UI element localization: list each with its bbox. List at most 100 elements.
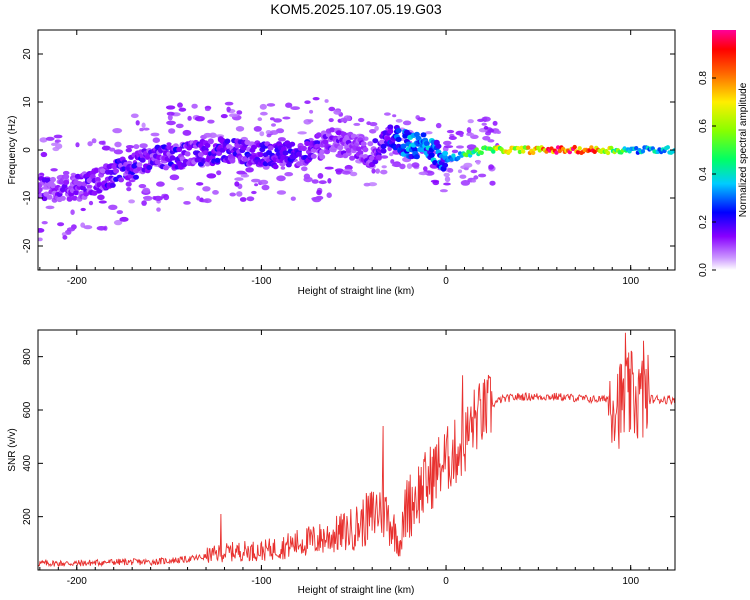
spectrogram-cell: [166, 142, 172, 146]
spectrogram-cell: [175, 123, 184, 129]
spectrogram-cell: [167, 114, 173, 121]
spectrogram-cell: [418, 171, 429, 176]
spectrogram-cell: [304, 100, 311, 104]
snr-frame: [37, 329, 676, 571]
spectrogram-cell: [324, 99, 329, 103]
spectrogram-cell: [166, 111, 175, 116]
spectrogram-cell: [387, 146, 393, 152]
spectrogram-cell: [449, 157, 454, 162]
spectrogram-cell: [464, 152, 469, 158]
spectrogram-cell: [420, 132, 427, 138]
spectrogram-cell: [276, 175, 286, 182]
spectrogram-cell: [63, 179, 70, 185]
spectrogram-cell: [442, 150, 449, 156]
spectrogram-cell: [392, 114, 397, 118]
spectrogram-cell: [384, 112, 391, 116]
spectrogram-cell: [194, 116, 205, 122]
spectrogram-cell: [156, 181, 165, 187]
spectrogram-cell: [425, 131, 433, 135]
spectrogram-cell: [165, 105, 176, 110]
spectrogram-cell: [178, 107, 187, 112]
spectrogram-cell: [304, 140, 311, 147]
spectrogram-cell: [52, 146, 60, 152]
spectrogram-cell: [395, 128, 402, 134]
spectrogram-cell: [235, 126, 245, 132]
spectrogram-cell: [125, 145, 134, 149]
spectrogram-cell: [443, 140, 452, 146]
spectrogram-cell: [146, 164, 153, 171]
spectrogram-cell: [153, 195, 164, 201]
spectrogram-cell: [234, 181, 240, 187]
spectrogram-cell: [208, 132, 217, 139]
spectrogram-cell: [242, 156, 249, 162]
spectrogram-cell: [447, 168, 454, 173]
colorbar-tick-label: 0.4: [698, 167, 709, 181]
spectrogram-cell: [280, 166, 286, 170]
spectrogram-cell: [466, 132, 475, 137]
spectrogram-cell: [554, 150, 559, 155]
spectrogram-cell: [406, 163, 413, 170]
spectrogram-cell: [139, 143, 148, 149]
spectrogram-cell: [301, 166, 308, 172]
spectrogram-cell: [70, 209, 75, 215]
spectrogram-cell: [119, 216, 129, 222]
spectrogram-cell: [273, 118, 282, 123]
spectrogram-cell: [485, 131, 491, 136]
spectrogram-cell: [139, 157, 146, 163]
spectrogram-cell: [531, 150, 536, 155]
spectrogram-cell: [91, 190, 98, 196]
spectrogram-cell: [236, 191, 243, 197]
spectrogram-plot-area: [38, 97, 675, 242]
spectrogram-cell: [297, 131, 307, 135]
spectrogram-cell: [214, 157, 221, 163]
spectrogram-cell: [272, 164, 279, 170]
spectrogram-cell: [80, 207, 86, 212]
spectrogram-cell: [245, 167, 254, 173]
spectrogram-cell: [282, 116, 291, 120]
spectrogram-cell: [267, 145, 274, 151]
spectrogram-cell: [374, 125, 379, 131]
spectrogram-cell: [605, 150, 611, 156]
spectrogram-cell: [83, 191, 90, 197]
spectrogram-cell: [362, 147, 369, 153]
spectrogram-cell: [435, 122, 442, 129]
spectrogram-cell: [228, 113, 239, 118]
spectrogram-cell: [443, 145, 454, 149]
spectrogram-cell: [390, 159, 395, 164]
colorbar: [712, 30, 736, 270]
spectrogram-cell: [311, 179, 319, 184]
spectrogram-cell: [50, 168, 58, 172]
colorbar-tick-label: 0.0: [698, 263, 709, 277]
spectrogram-x-tick-label: -200: [67, 276, 87, 287]
spectrogram-cell: [63, 174, 70, 180]
spectrogram-cell: [96, 226, 107, 231]
spectrogram-cell: [98, 140, 106, 145]
spectrogram-cell: [310, 153, 317, 159]
spectrogram-cell: [76, 181, 83, 187]
spectrogram-cell: [40, 151, 48, 158]
spectrogram-cell: [665, 145, 670, 150]
spectrogram-cell: [575, 150, 581, 155]
spectrogram-cell: [634, 146, 639, 151]
spectrogram-cell: [371, 168, 376, 174]
spectrogram-cell: [196, 182, 204, 186]
spectrogram-cell: [269, 130, 279, 135]
spectrogram-cell: [177, 102, 183, 108]
spectrogram-cell: [380, 148, 387, 154]
spectrogram-cell: [474, 147, 479, 152]
spectrogram-cell: [322, 139, 329, 145]
spectrogram-cell: [93, 167, 100, 174]
spectrogram-y-tick-label: -10: [22, 190, 33, 205]
spectrogram-cell: [319, 154, 326, 160]
spectrogram-cell: [130, 113, 139, 119]
spectrogram-cell: [391, 163, 402, 167]
spectrogram-cell: [257, 117, 263, 122]
spectrogram-cell: [439, 189, 448, 193]
spectrogram-cell: [387, 124, 394, 130]
spectrogram-cell: [442, 162, 449, 168]
spectrogram-cell: [456, 145, 464, 149]
spectrogram-cell: [113, 149, 124, 155]
spectrogram-cell: [328, 118, 334, 123]
spectrogram-y-ticks: -20 -10 0 10 20: [22, 48, 675, 253]
spectrogram-cell: [443, 172, 450, 177]
